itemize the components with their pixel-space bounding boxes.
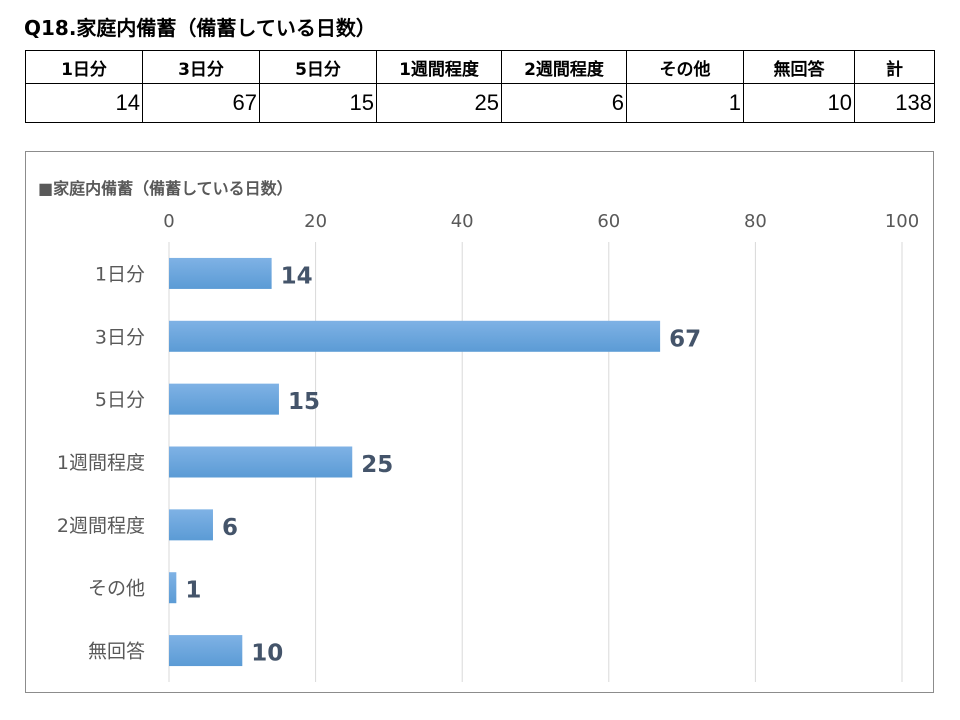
table-header-cell: 無回答 [743,50,855,84]
x-tick-label: 0 [163,211,174,232]
table-header-cell: 5日分 [259,50,377,84]
data-label: 10 [251,641,283,667]
x-tick-label: 20 [304,211,327,232]
table-header-cell: その他 [626,50,744,84]
summary-value-row: 14 67 15 25 6 1 10 138 [25,83,935,123]
table-value-cell: 10 [743,83,855,123]
summary-table: 1日分 3日分 5日分 1週間程度 2週間程度 その他 無回答 計 14 67 … [25,50,935,123]
x-tick-label: 100 [885,211,919,232]
table-value-cell: 138 [854,83,935,123]
bar [169,257,272,289]
data-label: 6 [222,515,238,541]
category-label: 1週間程度 [57,452,145,474]
data-label: 15 [288,389,320,415]
x-axis-ticks: 0 20 40 60 80 100 [163,211,919,232]
page-title: Q18.家庭内備蓄（備蓄している日数） [24,16,376,40]
table-value-cell: 15 [259,83,377,123]
x-tick-label: 40 [451,211,474,232]
table-header-cell: 1日分 [25,50,143,84]
table-header-cell: 計 [854,50,935,84]
table-header-cell: 1週間程度 [376,50,502,84]
table-value-cell: 25 [376,83,502,123]
chart-frame: ■家庭内備蓄（備蓄している日数） 0 20 40 60 80 100 1日分 3日分 5日分 1… [25,151,934,693]
table-header-cell: 3日分 [142,50,260,84]
data-label: 14 [281,263,313,289]
table-value-cell: 67 [142,83,260,123]
bar [169,509,213,541]
category-label: 5日分 [95,389,145,411]
category-label: その他 [88,578,145,600]
gridlines [168,242,903,682]
category-label: 3日分 [95,326,145,348]
bar [169,635,243,667]
chart-title: ■家庭内備蓄（備蓄している日数） [38,179,293,198]
table-header-cell: 2週間程度 [501,50,627,84]
bars [169,257,661,667]
data-label: 25 [361,452,393,478]
table-value-cell: 6 [501,83,627,123]
data-label: 67 [669,326,701,352]
x-tick-label: 80 [744,211,767,232]
category-label: 無回答 [88,641,145,663]
bar [169,320,661,352]
table-value-cell: 1 [626,83,744,123]
bar-chart: ■家庭内備蓄（備蓄している日数） 0 20 40 60 80 100 1日分3日分5日分1… [38,179,919,682]
category-label: 2週間程度 [57,515,145,537]
summary-header-row: 1日分 3日分 5日分 1週間程度 2週間程度 その他 無回答 計 [25,50,935,84]
data-label: 1 [185,578,201,604]
data-labels: 14 67 15 25 6 1 10 [185,263,701,666]
category-label: 1日分 [95,263,145,285]
x-tick-label: 60 [597,211,620,232]
bar [169,446,353,478]
bar [169,383,279,415]
bar [169,572,177,604]
table-value-cell: 14 [25,83,143,123]
